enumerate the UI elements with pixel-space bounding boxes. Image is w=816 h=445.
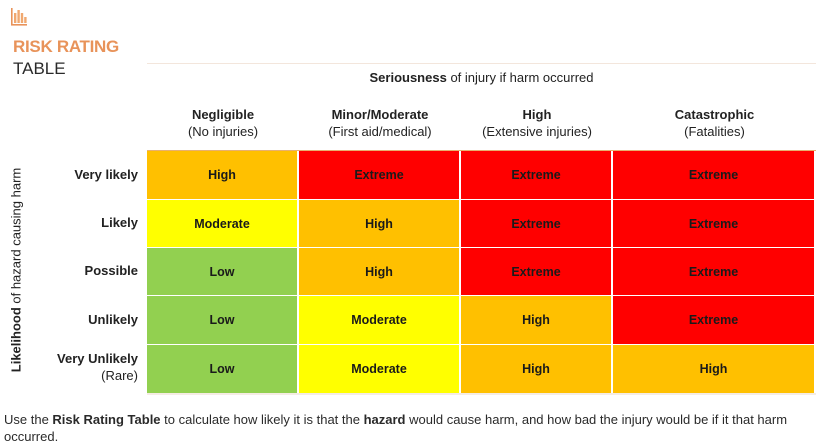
column-axis-title-rest: of injury if harm occurred [446, 70, 594, 85]
column-header-sub: (First aid/medical) [328, 124, 432, 139]
row-label-text: Possible [84, 263, 138, 278]
column-header-label: Minor/Moderate [331, 107, 429, 122]
column-header-sub: (Extensive injuries) [482, 124, 592, 139]
risk-cell: High [613, 345, 814, 393]
row-label-likely: Likely [30, 214, 138, 231]
row-axis-title-rest: of hazard causing harm [8, 167, 24, 308]
footer-text: would cause harm, and how bad the injury… [4, 412, 788, 444]
risk-cell: Moderate [299, 345, 459, 393]
row-label-sub: (Rare) [101, 368, 138, 383]
risk-cell: High [299, 248, 459, 295]
row-label-text: Very likely [74, 167, 138, 182]
column-header-label: Negligible [191, 107, 255, 122]
risk-cell: High [461, 345, 611, 393]
risk-cell: Extreme [461, 248, 611, 295]
risk-cell: Extreme [613, 248, 814, 295]
risk-cell: Extreme [613, 200, 814, 247]
row-label-very-unlikely: Very Unlikely (Rare) [30, 350, 138, 384]
row-label-text: Unlikely [88, 312, 138, 327]
risk-cell: Low [147, 248, 297, 295]
risk-cell: Moderate [147, 200, 297, 247]
footer-bold-term: hazard [363, 412, 406, 427]
row-label-unlikely: Unlikely [30, 311, 138, 328]
column-header-sub: (No injuries) [187, 124, 259, 139]
column-header-catastrophic: Catastrophic (Fatalities) [613, 106, 816, 140]
risk-cell: Extreme [299, 151, 459, 199]
column-header-minor-moderate: Minor/Moderate (First aid/medical) [299, 106, 461, 140]
page-subtitle: TABLE [13, 59, 66, 78]
row-axis-title-bold: Likelihood [8, 307, 24, 373]
column-axis-title: Seriousness of injury if harm occurred [147, 70, 816, 85]
footer-text: Use the [4, 412, 53, 427]
row-label-very-likely: Very likely [30, 166, 138, 183]
page-title: RISK RATING [13, 37, 119, 56]
footer-description: Use the Risk Rating Table to calculate h… [4, 411, 814, 445]
column-header-label: High [522, 107, 552, 122]
risk-cell: High [299, 200, 459, 247]
risk-cell: Extreme [613, 296, 814, 344]
divider [147, 393, 816, 395]
risk-cell: High [147, 151, 297, 199]
column-header-label: Catastrophic [674, 107, 755, 122]
risk-cell: High [461, 296, 611, 344]
bar-chart-icon [11, 8, 27, 26]
risk-matrix: High Extreme Extreme Extreme Moderate High Ext… [147, 150, 816, 393]
footer-bold-term: Risk Rating Table [52, 412, 161, 427]
divider [147, 63, 816, 64]
risk-cell: Extreme [613, 151, 814, 199]
risk-cell: Low [147, 345, 297, 393]
risk-cell: Extreme [461, 151, 611, 199]
row-label-possible: Possible [30, 262, 138, 279]
row-label-text: Very Unlikely [57, 351, 138, 366]
risk-cell: Moderate [299, 296, 459, 344]
risk-cell: Low [147, 296, 297, 344]
risk-cell: Extreme [461, 200, 611, 247]
column-header-high: High (Extensive injuries) [461, 106, 613, 140]
footer-text: to calculate how likely it is that the [160, 412, 364, 427]
column-header-negligible: Negligible (No injuries) [147, 106, 299, 140]
column-header-sub: (Fatalities) [684, 124, 745, 139]
column-axis-title-bold: Seriousness [369, 70, 447, 85]
row-label-text: Likely [101, 215, 138, 230]
